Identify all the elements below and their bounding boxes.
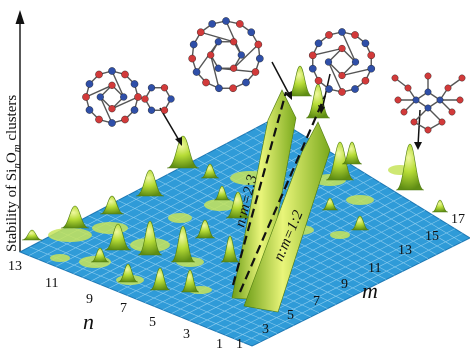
- m-tick: 11: [368, 261, 381, 276]
- stability-axis-arrowhead: [15, 10, 25, 24]
- stability-peak: [104, 223, 132, 251]
- stability-peak: [200, 163, 220, 179]
- n-tick: 1: [216, 337, 223, 349]
- m-tick: 1: [236, 337, 243, 349]
- stability-peak: [220, 235, 240, 263]
- m-tick: 3: [262, 322, 269, 337]
- n-axis-label: n: [83, 309, 94, 334]
- stability-peak: [117, 263, 139, 283]
- ridge-1-2: [243, 121, 331, 313]
- stability-peak: [90, 247, 110, 263]
- ratio-line-1-2: [238, 95, 327, 293]
- cluster-structure-1: [82, 67, 142, 127]
- stability-peak: [149, 267, 171, 291]
- n-axis-ticks: 13 11 9 7 5 3 1: [8, 259, 223, 349]
- stability-peak: [170, 225, 196, 263]
- stability-axis-label: Stability of SinOm clusters: [4, 95, 23, 252]
- surface-blotch: [48, 228, 92, 242]
- cluster-arrowheads: [175, 91, 422, 150]
- m-tick: 15: [425, 229, 439, 244]
- m-axis-ticks: 1 3 5 7 9 11 13 15 17: [236, 212, 465, 349]
- inset-clusters: [82, 17, 466, 134]
- stability-peak: [325, 141, 355, 181]
- n-tick: 11: [45, 276, 58, 291]
- surface-blotch: [92, 222, 128, 234]
- stability-peak: [431, 199, 449, 213]
- stability-peak: [395, 143, 425, 191]
- stability-peak: [180, 269, 200, 293]
- surface-blotch: [330, 231, 350, 239]
- n-tick: 7: [120, 301, 127, 316]
- n-tick: 3: [183, 327, 190, 342]
- cluster-structure-3: [308, 28, 376, 96]
- stability-peak: [213, 185, 231, 201]
- surface-blotch: [346, 195, 374, 205]
- cluster-structure-1-ring: [141, 84, 175, 114]
- surface-blotch: [168, 213, 192, 223]
- cluster-structure-2: [188, 17, 264, 93]
- m-tick: 9: [341, 277, 348, 292]
- stability-peak: [137, 220, 163, 256]
- surface-blotch: [50, 254, 70, 262]
- surface-blotch: [204, 199, 236, 211]
- stability-peak: [99, 195, 125, 215]
- cluster-structure-4: [391, 72, 466, 134]
- m-tick: 13: [398, 243, 412, 258]
- n-tick: 9: [86, 292, 93, 307]
- m-tick: 7: [313, 294, 320, 309]
- stability-peak: [225, 191, 251, 219]
- stability-peak: [166, 135, 200, 169]
- ratio-line-2-3: [231, 91, 288, 286]
- stability-peak: [194, 219, 216, 239]
- stability-peak: [341, 141, 363, 165]
- m-axis-label: m: [362, 278, 378, 303]
- cluster-arrows: [159, 61, 421, 147]
- stability-peak: [350, 215, 370, 231]
- n-tick: 13: [8, 259, 22, 274]
- stability-peak: [60, 205, 90, 229]
- stability-peak: [21, 229, 43, 241]
- stability-peak: [321, 197, 339, 211]
- n-tick: 5: [149, 315, 156, 330]
- m-tick: 17: [451, 212, 465, 227]
- stability-peak: [287, 65, 313, 97]
- stability-peak: [135, 169, 165, 197]
- m-tick: 5: [287, 308, 294, 323]
